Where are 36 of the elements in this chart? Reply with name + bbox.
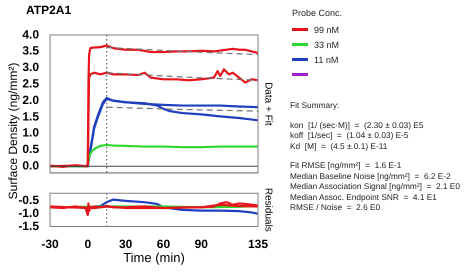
legend-title: Probe Conc. [292,8,342,18]
x-tick-label: 0 [84,237,92,252]
y2-axis-title: Data + Fit [262,82,274,126]
y-tick-label: 1.0 [22,126,40,140]
text: kon [1/ (sec·M)] = (2.30 ± 0.03) E5 [290,120,424,130]
y-tick-label: 2.5 [22,76,40,91]
y-tick-label: -1.0 [18,206,40,220]
text: Median Assoc. Endpoint SNR = 4.1 E1 [290,192,438,202]
y2-axis-title: Residuals [262,188,274,232]
y-axis-title: Surface Density (ng/mm²) [6,62,20,200]
text: Median Baseline Noise [ng/mm²] = 6.2 E-2 [290,170,452,181]
x-tick-label: 90 [194,237,208,252]
legend-label: 99 nM [314,24,340,34]
text: koff [1/sec] = (1.04 ± 0.03) E-5 [290,130,410,140]
y-tick-label: -0.5 [18,193,40,208]
text: Fit Summary: [290,100,340,110]
text: Kd [M] = (4.5 ± 0.1) E-11 [290,140,388,151]
text: Median Association Signal [ng/mm²] = 2.1 E0 [290,181,460,192]
y-tick-label: 2.0 [22,92,40,107]
text: RMSE / Noise = 2.6 E0 [290,202,382,212]
x-tick-label: 30 [118,237,133,252]
y-tick-label: 1.5 [22,109,40,124]
x-tick-label: -30 [41,237,59,252]
y-tick-label: -1.5 [18,218,40,233]
x-tick-label: 60 [156,237,170,252]
y-tick-label: 0.0 [22,158,40,173]
legend-label: 11 nM [314,54,338,64]
chart-title: ATP2A1 [26,3,72,17]
x-axis-title: Time (min) [123,250,185,265]
x-tick-label: 135 [248,237,268,252]
y-tick-label: 3.5 [22,44,40,58]
y-tick-label: 4.0 [22,27,40,42]
y-tick-label: 3.0 [22,60,40,74]
text: Fit RMSE [ng/mm²] = 1.6 E-1 [290,160,402,170]
legend-label: 33 nM [314,40,340,50]
y-tick-label: 0.5 [22,142,40,156]
